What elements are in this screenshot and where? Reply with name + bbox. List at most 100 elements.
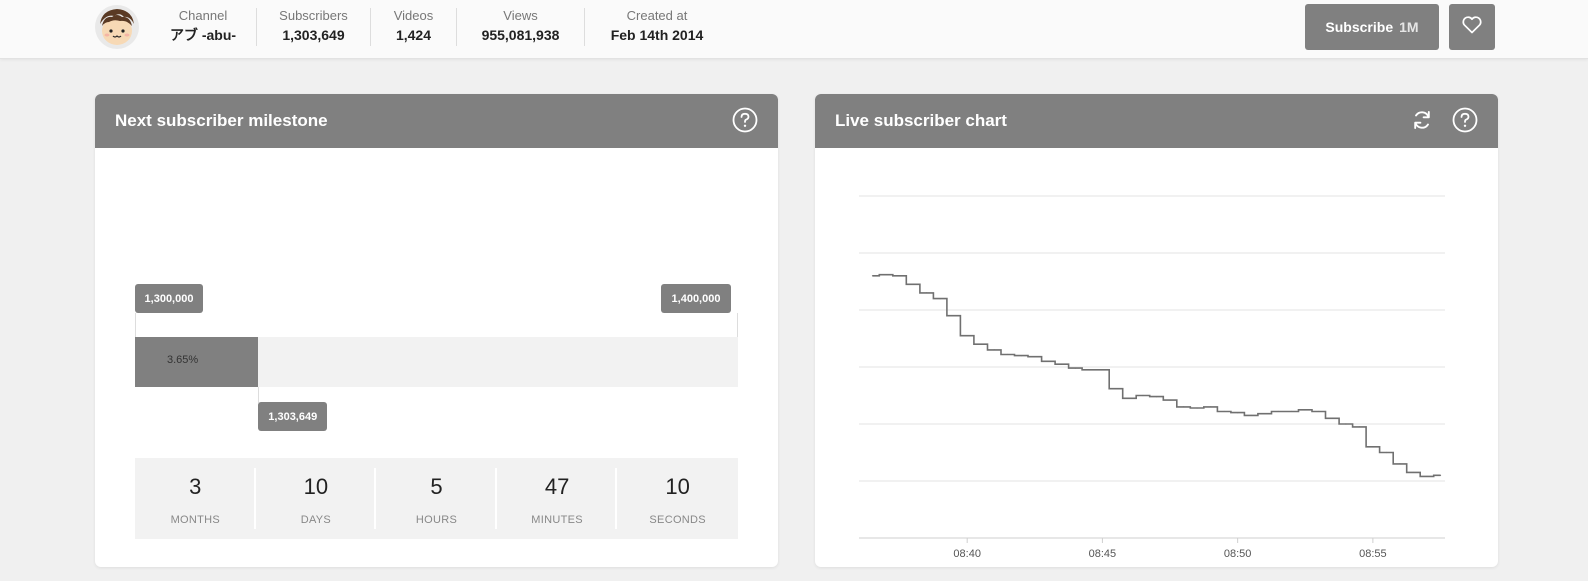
data-point [1399, 463, 1401, 465]
data-point [1439, 474, 1442, 476]
data-point [1034, 356, 1036, 358]
subscribe-label: Subscribe [1325, 19, 1394, 35]
stat-label: Channel [178, 8, 228, 23]
data-point [1155, 396, 1158, 398]
stat-label: Subscribers [279, 8, 348, 23]
countdown-hours: 5 HOURS [376, 458, 497, 539]
data-point [1196, 407, 1198, 409]
data-point [1304, 409, 1306, 411]
countdown-months: 3 MONTHS [135, 458, 256, 539]
stat-created: Created at Feb 14th 2014 [585, 8, 729, 46]
x-tick-label: 08:45 [1089, 548, 1117, 560]
help-icon[interactable] [1452, 107, 1478, 133]
countdown-unit: HOURS [415, 514, 458, 526]
heart-icon [1462, 15, 1482, 39]
data-point [1128, 397, 1131, 399]
data-point [912, 283, 914, 285]
countdown-unit: MONTHS [170, 514, 221, 526]
live-chart-title: Live subscriber chart [835, 111, 1007, 130]
channel-name[interactable]: アブ -abu- [169, 27, 237, 43]
milestone-title: Next subscriber milestone [115, 111, 328, 130]
data-point [1331, 417, 1333, 419]
stat-views: Views 955,081,938 [457, 8, 585, 46]
data-point [1385, 451, 1387, 454]
data-point [1115, 388, 1117, 390]
data-point [1264, 413, 1266, 415]
start-guide [135, 313, 136, 337]
countdown-value: 3 [189, 474, 202, 499]
data-point [939, 298, 941, 300]
data-point [1223, 410, 1225, 413]
x-tick-label: 08:50 [1224, 548, 1252, 560]
data-point [1426, 475, 1428, 478]
refresh-icon[interactable] [1410, 108, 1434, 132]
countdown-value: 47 [544, 474, 570, 499]
stat-subscribers: Subscribers 1,303,649 [257, 8, 371, 46]
data-point [885, 274, 887, 276]
channel-avatar[interactable] [94, 4, 140, 50]
live-chart-card: Live subscriber chart 08:40 08:45 08:50 08:… [815, 94, 1498, 567]
data-point [1182, 406, 1185, 408]
stat-value: 1,303,649 [282, 27, 345, 43]
countdown-minutes: 47 MINUTES [497, 458, 618, 539]
countdown-unit: MINUTES [531, 514, 583, 526]
countdown-value: 10 [665, 474, 690, 499]
data-point [1210, 406, 1212, 408]
data-point [980, 343, 982, 345]
countdown-unit: SECONDS [649, 514, 706, 526]
data-point [966, 335, 968, 337]
data-point [1169, 399, 1171, 401]
milestone-body: 1,300,000 1,400,000 3.65% 1,303,649 3 MO… [95, 148, 778, 567]
stat-value: 955,081,938 [481, 27, 560, 43]
data-point [1020, 355, 1022, 357]
subscribe-button[interactable]: Subscribe 1M [1305, 4, 1439, 50]
data-point [1318, 410, 1320, 413]
favorite-button[interactable] [1449, 4, 1495, 50]
stat-value: Feb 14th 2014 [610, 27, 704, 43]
help-icon[interactable] [732, 107, 758, 133]
milestone-start-tag: 1,300,000 [135, 284, 203, 313]
countdown-seconds: 10 SECONDS [617, 458, 738, 539]
subscriber-line-series [872, 273, 1441, 478]
countdown-unit: DAYS [300, 514, 332, 526]
stat-label: Videos [393, 8, 434, 23]
countdown-value: 5 [430, 474, 443, 499]
stat-label: Created at [626, 8, 688, 23]
countdown-days: 10 DAYS [256, 458, 377, 539]
data-point [1277, 410, 1279, 413]
data-point [926, 292, 928, 294]
live-subscriber-chart: 08:40 08:45 08:50 08:55 [859, 195, 1445, 560]
data-point [1291, 410, 1293, 413]
data-point [1237, 412, 1239, 414]
stat-label: Views [503, 8, 538, 23]
data-point [993, 349, 995, 351]
stat-videos: Videos 1,424 [371, 8, 457, 46]
data-point [1101, 369, 1104, 371]
data-point [1088, 369, 1090, 371]
data-point [871, 275, 874, 277]
data-point [898, 275, 901, 277]
x-tick-label: 08:55 [1359, 548, 1387, 560]
end-guide [737, 313, 738, 337]
data-point [1412, 471, 1415, 474]
milestone-end-tag: 1,400,000 [661, 284, 731, 313]
milestone-current-tag: 1,303,649 [258, 402, 328, 431]
live-chart-header: Live subscriber chart [815, 94, 1498, 148]
current-guide [258, 387, 260, 403]
milestone-card-header: Next subscriber milestone [95, 94, 778, 148]
chart-body: 08:40 08:45 08:50 08:55 [815, 148, 1498, 567]
data-point [1007, 353, 1009, 356]
data-point [1061, 363, 1063, 365]
data-point [1142, 394, 1144, 397]
data-point [1074, 367, 1076, 369]
milestone-card: Next subscriber milestone 1,300,000 1,40… [95, 94, 778, 567]
countdown-value: 10 [303, 474, 329, 499]
stat-value: 1,424 [395, 27, 432, 43]
x-tick-label: 08:40 [953, 548, 981, 560]
data-point [953, 315, 955, 317]
countdown: 3 MONTHS 10 DAYS 5 HOURS 47 MINUTES 10 S… [135, 458, 738, 539]
data-point [1345, 423, 1347, 425]
data-point [1358, 426, 1360, 428]
data-point [1250, 414, 1252, 417]
subscribe-count: 1M [1399, 19, 1419, 35]
